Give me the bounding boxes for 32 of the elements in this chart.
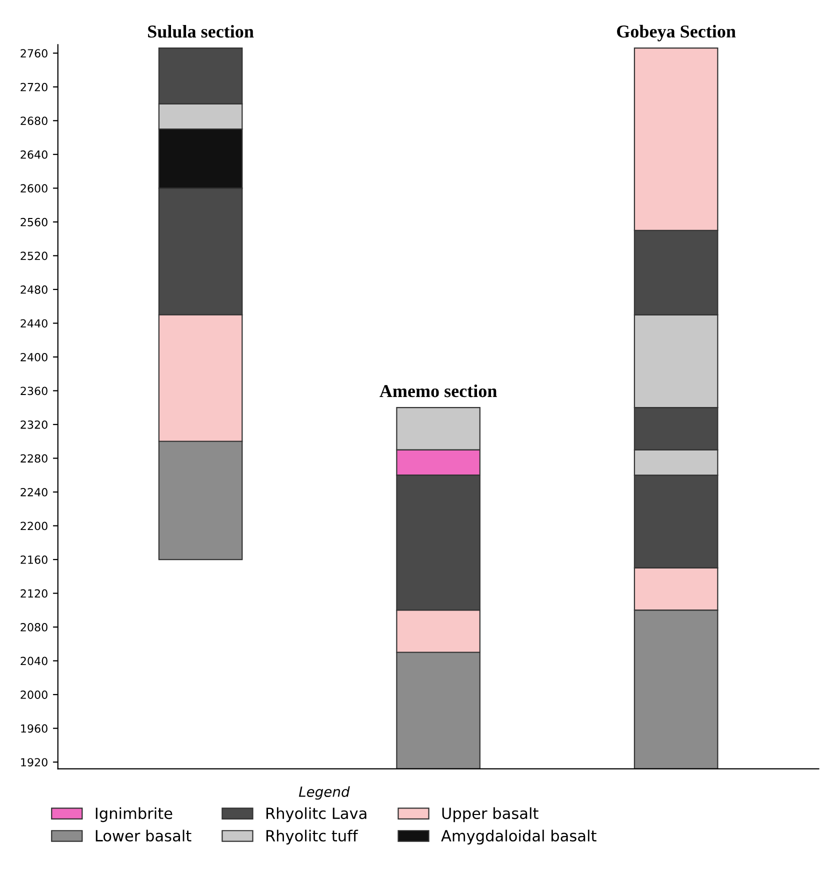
y-tick-label: 2200 (20, 522, 48, 530)
y-tick-label: 2560 (20, 218, 48, 226)
y-tick-label: 2240 (20, 488, 48, 496)
y-tick-label: 2360 (20, 386, 48, 396)
y-tick-label: 2080 (20, 623, 48, 632)
y-tick-label: 2640 (20, 150, 48, 159)
y-tick-label: 2520 (20, 252, 48, 260)
y-tick-label: 2720 (20, 82, 48, 92)
x-tick-label: Sulula section (148, 24, 254, 38)
y-tick-label: 2160 (20, 556, 48, 564)
y-tick-label: 2680 (20, 116, 48, 126)
y-tick-label: 2280 (20, 454, 48, 463)
y-tick-label: 2040 (20, 656, 48, 666)
legend-label: Upper basalt (442, 807, 538, 822)
legend-label: Rhyolitc tuff (266, 830, 358, 844)
legend-title: Legend (298, 786, 350, 800)
y-tick-label: 2480 (20, 285, 48, 294)
y-tick-label: 2320 (20, 420, 48, 429)
x-tick-label: Gobeya Section (617, 24, 736, 42)
legend-label: Lower basalt (96, 830, 192, 842)
legend-label: Ignimbrite (96, 807, 172, 822)
y-tick-label: 2600 (20, 184, 48, 193)
legend-label: Amygdaloidal basalt (441, 830, 596, 844)
y-tick-label: 2000 (20, 690, 48, 699)
y-tick-label: 2400 (20, 352, 48, 362)
x-tick-label: Amemo section (380, 384, 497, 398)
y-tick-label: 2120 (20, 589, 48, 598)
y-tick-label: 1960 (21, 724, 48, 733)
y-tick-label: 1920 (21, 758, 48, 766)
legend-label: Rhyolitc Lava (266, 807, 366, 822)
y-tick-label: 2760 (20, 49, 48, 58)
y-tick-label: 2440 (20, 319, 48, 328)
